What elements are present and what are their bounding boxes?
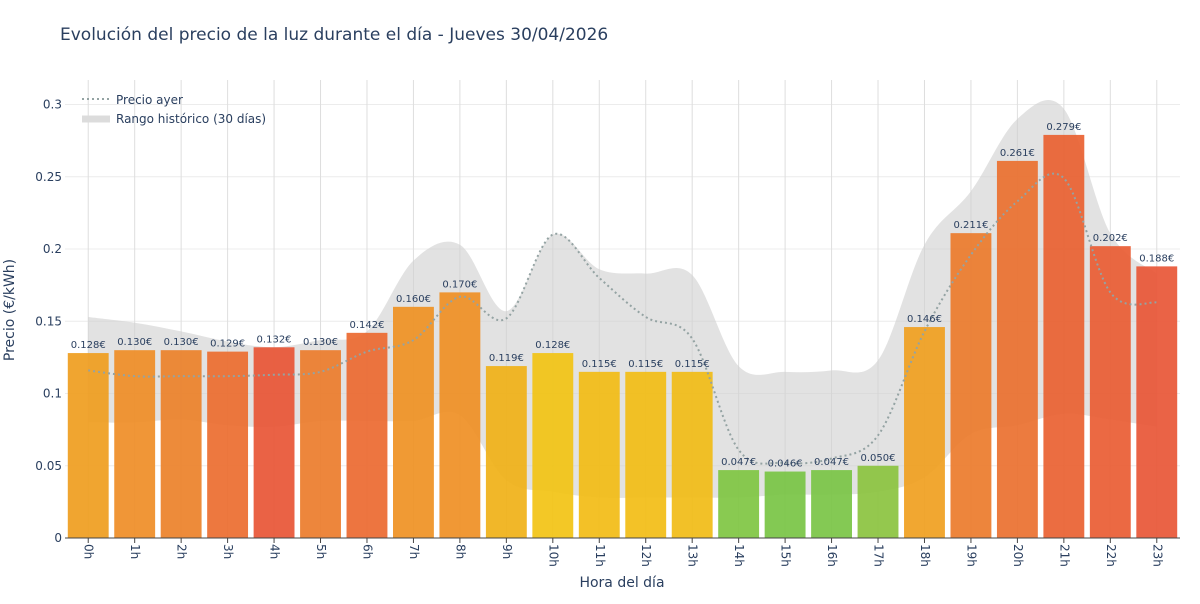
price-bar <box>439 292 481 538</box>
price-bar <box>532 353 574 538</box>
x-tick-label: 14h <box>732 544 746 567</box>
x-tick-label: 10h <box>546 544 560 567</box>
bar-value-label: 0.115€ <box>675 359 710 370</box>
x-tick-label: 17h <box>872 544 886 567</box>
x-tick-label: 15h <box>779 544 793 567</box>
x-tick-label: 4h <box>268 544 282 559</box>
price-bar <box>300 350 341 538</box>
price-bar <box>485 366 527 538</box>
price-bar <box>950 233 992 538</box>
x-tick-label: 5h <box>314 544 328 559</box>
bar-value-label: 0.130€ <box>164 337 199 348</box>
x-tick-label: 7h <box>407 544 421 559</box>
price-bar <box>160 350 202 538</box>
y-tick-label: 0 <box>54 531 62 545</box>
bar-value-label: 0.160€ <box>396 294 431 305</box>
x-tick-label: 3h <box>221 544 235 559</box>
bar-value-label: 0.142€ <box>349 320 384 331</box>
bar-value-label: 0.128€ <box>535 340 570 351</box>
bar-value-label: 0.130€ <box>117 337 152 348</box>
y-tick-label: 0.25 <box>35 170 62 184</box>
price-bar <box>764 471 806 538</box>
bar-value-label: 0.129€ <box>210 339 245 350</box>
bar-value-label: 0.170€ <box>442 279 477 290</box>
bar-layer <box>67 134 1178 538</box>
bar-value-label: 0.119€ <box>489 353 524 364</box>
bar-value-label: 0.046€ <box>768 459 803 470</box>
x-tick-label: 22h <box>1104 544 1118 567</box>
legend-range-label[interactable]: Rango histórico (30 días) <box>116 112 266 126</box>
bar-value-labels: 0.128€ 0.130€ 0.130€ 0.129€ 0.132€ 0.130€ 0.14… <box>71 122 1175 470</box>
y-tick-label: 0.05 <box>35 459 62 473</box>
x-tick-label: 6h <box>360 544 374 559</box>
bar-value-label: 0.211€ <box>953 220 988 231</box>
x-tick-label: 19h <box>964 544 978 567</box>
y-tick-label: 0.1 <box>43 387 62 401</box>
x-tick-label: 16h <box>825 544 839 567</box>
price-bar <box>114 350 156 538</box>
price-bar <box>671 371 713 538</box>
price-bar <box>253 347 295 538</box>
price-bar <box>1043 134 1085 538</box>
y-axis-title: Precio (€/kWh) <box>2 259 18 361</box>
x-tick-label: 2h <box>175 544 189 559</box>
x-tick-label: 13h <box>686 544 700 567</box>
price-bar <box>625 371 667 538</box>
bar-value-label: 0.279€ <box>1046 122 1081 133</box>
bar-value-label: 0.130€ <box>303 337 338 348</box>
bar-value-label: 0.047€ <box>814 457 849 468</box>
bar-value-label: 0.202€ <box>1093 233 1128 244</box>
x-tick-label: 21h <box>1057 544 1071 567</box>
x-tick-label: 8h <box>453 544 467 559</box>
y-tick-label: 0.15 <box>35 314 62 328</box>
price-bar <box>857 465 899 538</box>
x-tick-label: 18h <box>918 544 932 567</box>
price-bar <box>67 353 109 538</box>
bar-value-label: 0.146€ <box>907 314 942 325</box>
y-tick-label: 0.3 <box>43 98 62 112</box>
price-bar <box>904 327 945 538</box>
x-tick-label: 23h <box>1150 544 1164 567</box>
bar-value-label: 0.128€ <box>71 340 106 351</box>
bar-value-label: 0.050€ <box>861 453 896 464</box>
price-bar <box>996 160 1038 538</box>
price-bar <box>718 470 760 538</box>
price-bar <box>1089 246 1131 538</box>
x-tick-label: 12h <box>639 544 653 567</box>
x-tick-label: 11h <box>593 544 607 567</box>
x-tick-label: 1h <box>128 544 142 559</box>
price-bar <box>811 470 852 538</box>
bar-value-label: 0.047€ <box>721 457 756 468</box>
price-bar <box>346 332 388 538</box>
x-tick-label: 9h <box>500 544 514 559</box>
legend[interactable]: Precio ayer Rango histórico (30 días) <box>82 93 266 126</box>
bar-value-label: 0.132€ <box>257 334 292 345</box>
chart-title: Evolución del precio de la luz durante e… <box>60 25 608 45</box>
x-axis-title: Hora del día <box>579 575 664 591</box>
y-tick-label: 0.2 <box>43 242 62 256</box>
legend-yesterday-label[interactable]: Precio ayer <box>116 93 183 107</box>
x-tick-label: 20h <box>1011 544 1025 567</box>
axis-layer: 0 0.05 0.1 0.15 0.2 0.25 0.3 0h 1h 2h 3h 4h 5h 6h 7h 8h… <box>35 98 1180 567</box>
price-bar <box>1136 266 1178 538</box>
price-bar <box>207 351 249 538</box>
bar-value-label: 0.115€ <box>628 359 663 370</box>
bar-value-label: 0.188€ <box>1139 253 1174 264</box>
x-tick-label: 0h <box>82 544 96 559</box>
bar-value-label: 0.261€ <box>1000 148 1035 159</box>
price-bar <box>393 306 434 538</box>
bar-value-label: 0.115€ <box>582 359 617 370</box>
price-bar <box>578 371 620 538</box>
